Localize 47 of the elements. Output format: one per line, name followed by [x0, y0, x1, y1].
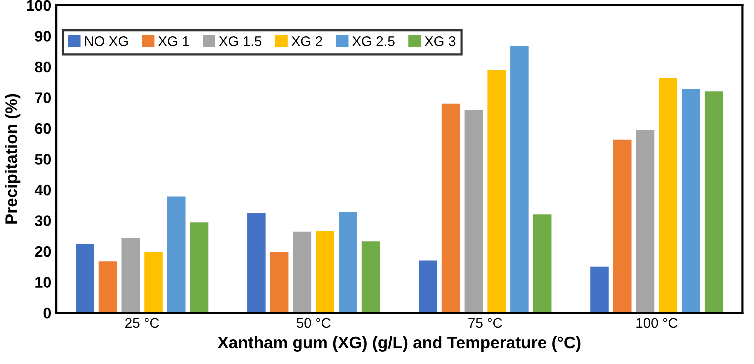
y-tick-label: 80 [35, 62, 52, 73]
bar [167, 196, 186, 314]
bar [316, 232, 334, 314]
y-tick-label: 40 [34, 184, 52, 196]
legend-label: XG 2.5 [352, 36, 395, 46]
legend-label: XG 2 [292, 36, 322, 46]
bar [533, 214, 552, 314]
bar [190, 222, 209, 314]
bar [704, 92, 724, 314]
x-tick-label: 25 °C [126, 318, 160, 328]
legend-label: NO XG [85, 36, 128, 46]
y-axis-title: Precipitation (%) [5, 94, 21, 224]
bar [339, 212, 358, 314]
bar [362, 242, 380, 314]
y-tick-label: 20 [35, 246, 52, 258]
bar [636, 130, 655, 314]
bar [659, 78, 678, 314]
y-tick-label: 60 [35, 123, 52, 134]
bar [419, 260, 438, 314]
y-tick-label: 30 [35, 216, 52, 226]
legend-label: XG 3 [424, 36, 456, 46]
bar [682, 89, 700, 314]
x-tick-label: 50 °C [296, 318, 331, 328]
y-tick-label: 0 [44, 308, 52, 319]
bar [590, 266, 609, 314]
y-tick-label: 50 [35, 154, 52, 165]
x-axis-title: Xantham gum (XG) (g/L) and Temperature (°C) [218, 336, 581, 352]
x-tick-label: 100 °C [636, 318, 678, 328]
bar [270, 252, 289, 314]
bar [613, 140, 632, 314]
bar [293, 232, 312, 314]
bar [442, 104, 460, 314]
bar [144, 252, 163, 314]
y-tick-label: 70 [35, 92, 52, 104]
y-tick-label: 10 [36, 277, 52, 288]
legend-label: XG 1.5 [219, 36, 262, 46]
bar [98, 262, 118, 314]
bar [464, 110, 484, 314]
y-tick-label: 90 [35, 31, 52, 42]
bar [510, 46, 529, 314]
bar [122, 238, 140, 314]
y-tick-label: 100 [27, 0, 52, 12]
x-tick-label: 75 °C [468, 318, 502, 328]
bar [76, 244, 94, 314]
legend-label: XG 1 [158, 36, 190, 46]
bar [248, 213, 266, 314]
bar [488, 70, 506, 314]
